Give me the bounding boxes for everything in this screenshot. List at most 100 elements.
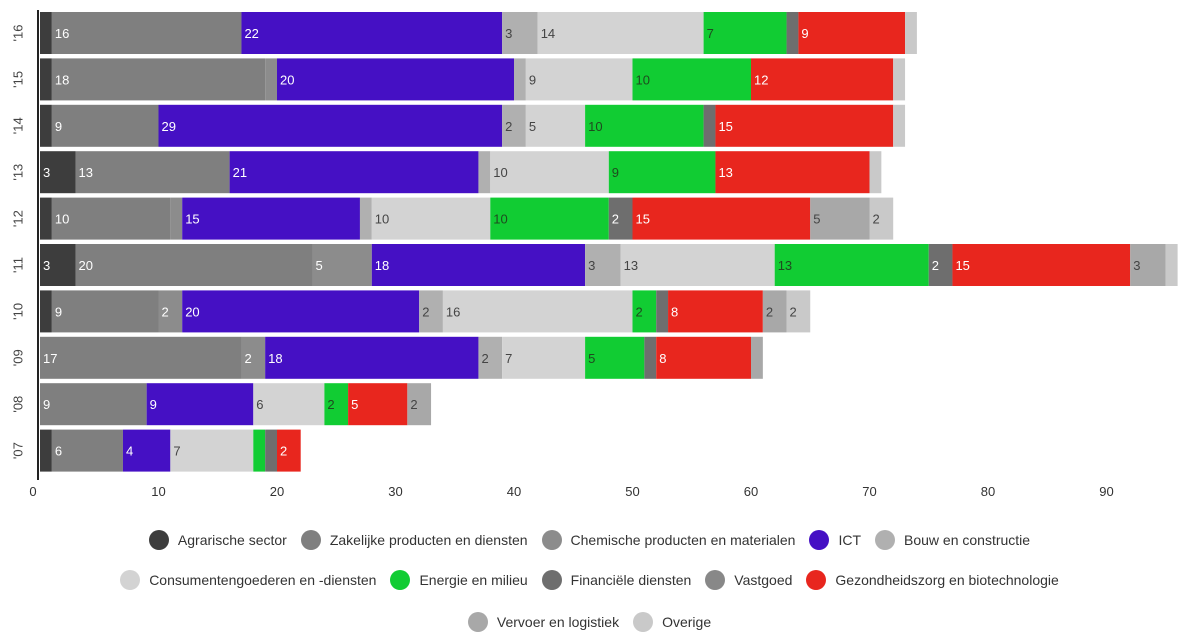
data-label: 10	[375, 212, 389, 227]
legend-label: Consumentengoederen en -diensten	[149, 572, 377, 588]
bar-segment	[146, 383, 254, 426]
legend-label: Overige	[662, 614, 712, 630]
data-label: 5	[316, 258, 323, 273]
bar-segment	[40, 383, 147, 426]
bar-segment	[525, 104, 586, 147]
data-label: 2	[505, 119, 512, 134]
x-tick-label: 20	[270, 484, 284, 499]
bar-segment	[632, 197, 811, 240]
bar-segment	[644, 336, 657, 379]
data-label: 9	[43, 397, 50, 412]
bar-segment	[786, 290, 811, 333]
data-label: 10	[588, 119, 602, 134]
bar-segment	[585, 104, 704, 147]
legend-row: Agrarische sector Zakelijke producten en …	[0, 530, 1179, 550]
legend-item[interactable]: Zakelijke producten en diensten	[300, 530, 528, 550]
legend-item[interactable]: Vastgoed	[705, 570, 792, 590]
bar-segment	[490, 151, 609, 194]
bar-segment	[715, 104, 894, 147]
data-label: 16	[55, 26, 69, 41]
data-label: 9	[529, 72, 536, 87]
y-tick-label: '08	[10, 396, 25, 413]
x-tick-label: 30	[388, 484, 402, 499]
legend-item[interactable]: Chemische producten en materialen	[541, 530, 796, 550]
legend-item[interactable]: Energie en milieu	[390, 570, 528, 590]
data-label: 9	[55, 304, 62, 319]
bar-segment	[277, 429, 301, 472]
bar-segment	[774, 244, 929, 286]
bar-segment	[75, 151, 230, 194]
bar-segment	[751, 336, 763, 379]
data-label: 2	[280, 444, 287, 459]
bar-segment	[348, 383, 408, 426]
bar-segment	[40, 12, 52, 54]
bar-segment	[869, 197, 894, 240]
legend-item[interactable]: Agrarische sector	[148, 530, 287, 550]
bar-segment	[324, 383, 349, 426]
data-label: 7	[173, 444, 180, 459]
y-tick-label: '12	[10, 210, 25, 227]
y-tick-label: '13	[10, 164, 25, 181]
legend-label: Vastgoed	[734, 572, 793, 588]
data-label: 2	[636, 304, 643, 319]
data-label: 5	[529, 119, 536, 134]
data-label: 20	[280, 72, 294, 87]
bar-segment	[371, 244, 586, 286]
legend-item[interactable]: ICT	[809, 530, 861, 550]
bar-segment	[751, 58, 894, 101]
bar-segment	[656, 290, 669, 333]
legend-label: Gezondheidszorg en biotechnologie	[835, 572, 1059, 588]
bar-segment	[75, 244, 313, 286]
legend-item[interactable]: Vervoer en logistiek	[467, 612, 619, 632]
x-tick-label: 10	[151, 484, 165, 499]
data-label: 13	[778, 258, 792, 273]
data-label: 20	[185, 304, 199, 319]
data-label: 5	[813, 212, 820, 227]
x-tick-label: 90	[1099, 484, 1113, 499]
bar-segment	[229, 151, 479, 194]
bar-segment	[762, 290, 787, 333]
legend-item[interactable]: Gezondheidszorg en biotechnologie	[806, 570, 1059, 590]
data-label: 18	[375, 258, 389, 273]
bar-segment	[490, 197, 609, 240]
bar-segment	[608, 151, 716, 194]
bar-segment	[182, 197, 360, 240]
legend-item[interactable]: Overige	[633, 612, 711, 632]
bar-segment	[40, 151, 76, 194]
legend-label: Energie en milieu	[419, 572, 528, 588]
bar-segment	[537, 12, 704, 54]
bar-segment	[442, 290, 633, 333]
data-label: 12	[754, 72, 768, 87]
legend-swatch	[875, 530, 895, 550]
bar-segment	[265, 58, 277, 101]
bar-segment	[170, 429, 254, 472]
bar-segment	[514, 58, 526, 101]
data-label: 9	[55, 119, 62, 134]
legend-label: Chemische producten en materialen	[570, 532, 796, 548]
data-label: 2	[932, 258, 939, 273]
bar-segment	[952, 244, 1131, 286]
data-label: 15	[185, 212, 199, 227]
bar-segment	[40, 58, 52, 101]
bar-segment	[419, 290, 443, 333]
data-label: 14	[541, 26, 555, 41]
bar-segment	[502, 12, 538, 54]
data-label: 7	[707, 26, 714, 41]
legend-item[interactable]: Bouw en constructie	[875, 530, 1030, 550]
data-label: 13	[79, 165, 93, 180]
y-tick-label: '11	[10, 257, 25, 273]
legend-item[interactable]: Financiële diensten	[541, 570, 691, 590]
bar-segment	[703, 12, 787, 54]
legend-swatch	[541, 530, 562, 550]
bar-segment	[40, 429, 52, 472]
legend-swatch	[390, 570, 411, 590]
bar-segment	[158, 104, 503, 147]
data-label: 22	[244, 26, 258, 41]
data-label: 10	[493, 165, 507, 180]
bar-segment	[51, 104, 159, 147]
data-label: 15	[718, 119, 732, 134]
data-label: 2	[766, 304, 773, 319]
bar-segment	[122, 429, 171, 472]
legend-item[interactable]: Consumentengoederen en -diensten	[120, 570, 376, 590]
legend-label: Agrarische sector	[177, 532, 287, 548]
